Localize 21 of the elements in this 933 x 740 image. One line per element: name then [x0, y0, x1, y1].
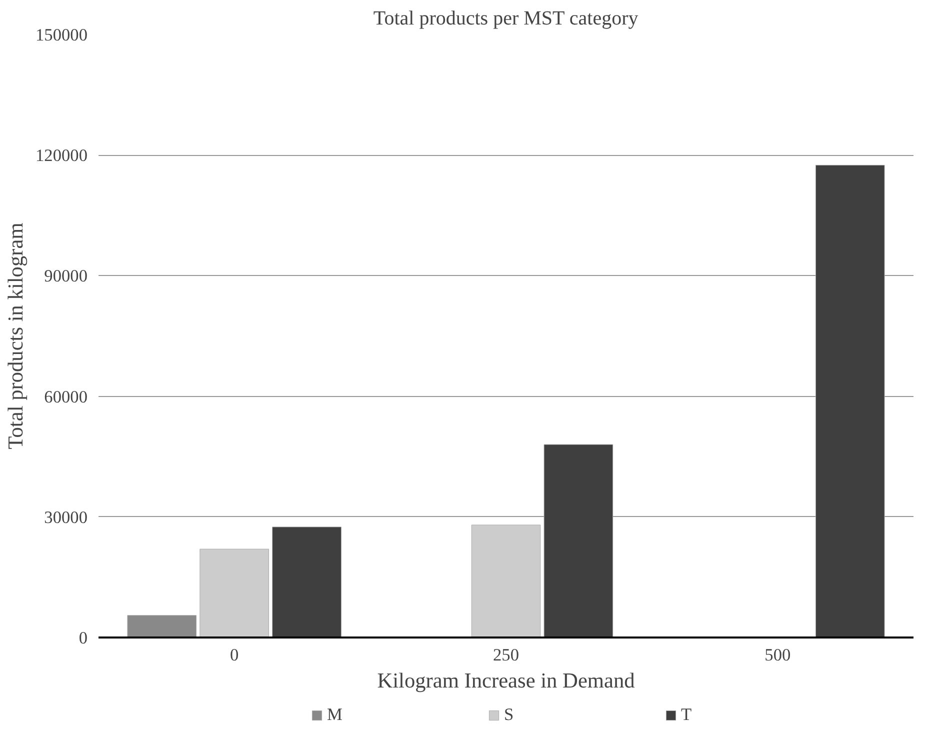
- x-tick-label: 500: [764, 646, 791, 664]
- chart-title: Total products per MST category: [373, 8, 638, 30]
- y-tick-label: 60000: [44, 387, 88, 406]
- y-tick-label: 30000: [44, 508, 88, 527]
- x-tick-label: 0: [230, 646, 239, 664]
- bar: [200, 548, 269, 638]
- y-tick-label: 120000: [36, 146, 88, 166]
- bar: [815, 164, 885, 638]
- bar: [544, 444, 614, 638]
- x-tick-label: 250: [493, 646, 520, 664]
- legend-label: T: [681, 705, 693, 725]
- bar: [471, 524, 541, 638]
- bar: [127, 615, 197, 638]
- x-axis-title: Kilogram Increase in Demand: [377, 668, 636, 692]
- y-tick-label: 0: [78, 628, 88, 648]
- legend-label: M: [327, 705, 344, 725]
- y-tick-label: 90000: [44, 266, 88, 286]
- y-axis-title: Total products in kilogram: [4, 222, 28, 450]
- legend-label: S: [504, 705, 515, 725]
- y-tick-label: 150000: [36, 26, 88, 44]
- bar: [272, 526, 342, 638]
